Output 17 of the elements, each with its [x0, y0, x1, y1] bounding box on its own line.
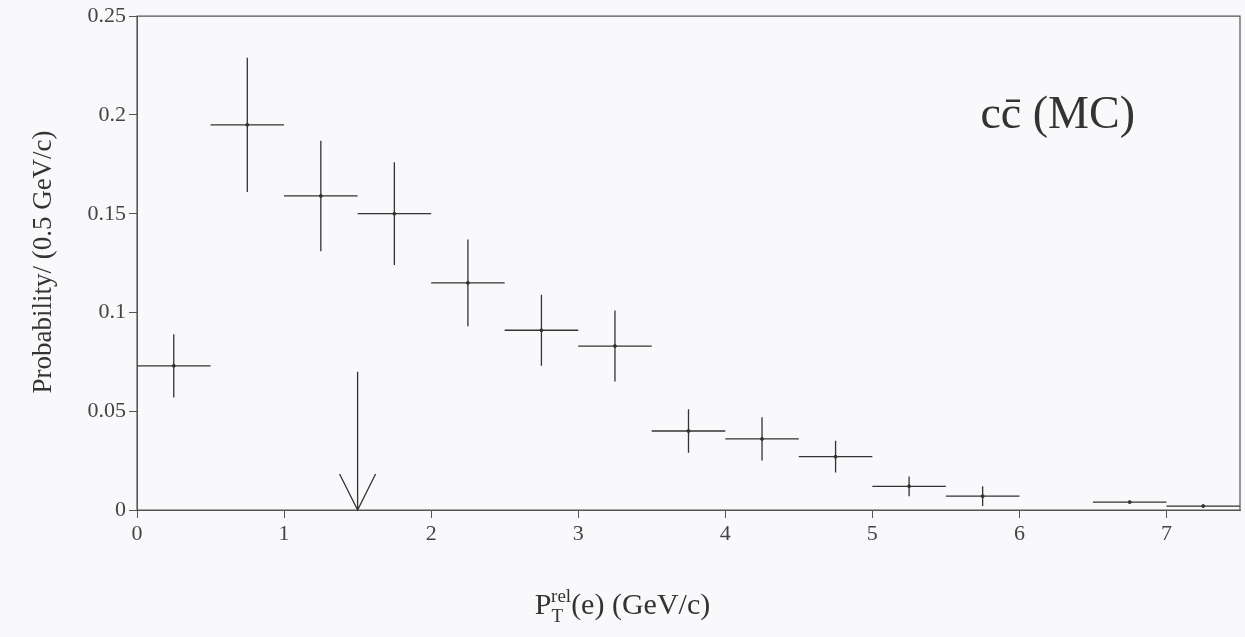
x-tick-label: 1 [278, 519, 290, 545]
x-tick-label: 6 [1013, 519, 1025, 545]
y-tick-label: 0.1 [98, 298, 126, 324]
y-tick-label: 0.05 [87, 397, 126, 423]
y-tick-label: 0.15 [87, 199, 126, 225]
x-tick-label: 3 [572, 519, 584, 545]
x-axis-title: P$_{T}$$^{rel}$(e) (GeV/c) [533, 585, 712, 627]
x-tick-label: 5 [866, 519, 878, 545]
x-tick-label: 7 [1160, 519, 1172, 545]
x-tick-label: 4 [719, 519, 731, 545]
annotation: cc̄ (MC) [980, 87, 1135, 139]
y-axis-title: Probability/ (0.5 GeV/c) [26, 130, 58, 394]
y-tick-label: 0.25 [87, 1, 126, 27]
y-tick-label: 0 [115, 495, 126, 521]
x-tick-label: 2 [425, 519, 437, 545]
y-tick-label: 0.2 [98, 100, 126, 126]
x-tick-label: 0 [131, 519, 143, 545]
